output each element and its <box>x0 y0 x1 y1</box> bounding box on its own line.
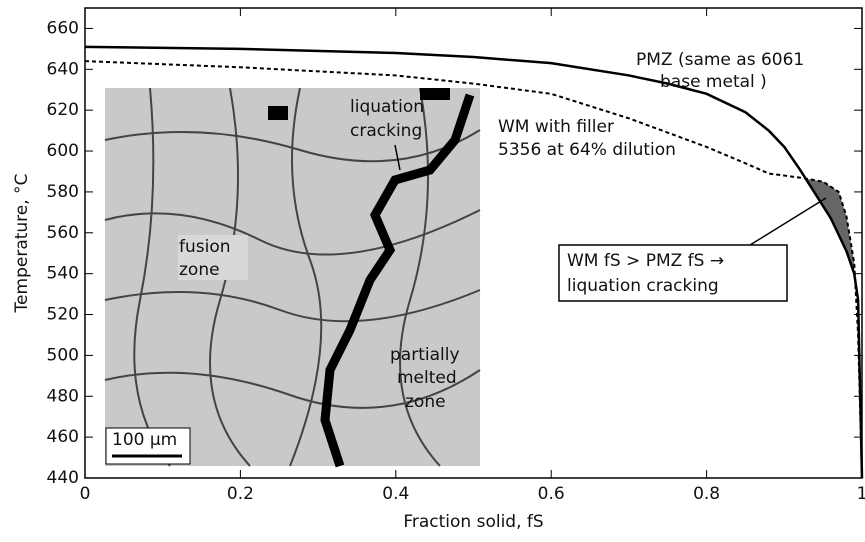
y-tick-label: 560 <box>47 223 79 243</box>
y-tick-label: 500 <box>47 345 79 365</box>
y-tick-label: 600 <box>47 141 79 161</box>
y-tick-label: 620 <box>47 100 79 120</box>
series-line <box>84 60 863 479</box>
y-tick-label: 460 <box>47 427 79 447</box>
annotation: 5356 at 64% dilution <box>498 140 676 160</box>
series-line <box>84 45 864 479</box>
y-tick-label: 480 <box>47 386 79 406</box>
x-axis-label: Fraction solid, fS <box>403 512 543 532</box>
annotation: fusion <box>179 237 231 257</box>
plot-frame <box>84 7 863 479</box>
annotation: liquation cracking <box>567 276 719 296</box>
y-tick-label: 520 <box>47 305 79 325</box>
y-axis-label: Temperature, °C <box>12 174 32 314</box>
x-tick-label: 0.8 <box>693 484 720 504</box>
x-tick-label: 0.2 <box>227 484 254 504</box>
y-tick-label: 640 <box>47 59 79 79</box>
annotation: WM with filler <box>498 117 614 137</box>
annotation-arrow <box>749 197 827 246</box>
x-tick-label: 1 <box>857 484 865 504</box>
annotation: liquation <box>350 97 424 117</box>
y-tick-label: 440 <box>47 468 79 488</box>
scale-box <box>105 427 191 465</box>
y-tick-label: 580 <box>47 182 79 202</box>
annotation: zone <box>405 392 446 412</box>
annotation-box <box>558 244 788 302</box>
y-tick-label: 540 <box>47 264 79 284</box>
annotation: PMZ (same as 6061 <box>636 50 804 70</box>
annotation: partially <box>390 345 460 365</box>
micrograph <box>104 87 481 468</box>
annotation: base metal ) <box>660 72 767 92</box>
annotation: WM fS > PMZ fS → <box>567 251 724 271</box>
annotation: melted <box>397 368 457 388</box>
annotation: cracking <box>350 121 422 141</box>
y-tick-label: 660 <box>47 18 79 38</box>
x-tick-label: 0.4 <box>382 484 409 504</box>
annotation: 100 µm <box>112 430 177 450</box>
x-tick-label: 0 <box>80 484 91 504</box>
annotation-arrow <box>394 144 401 171</box>
annotation: zone <box>179 260 220 280</box>
x-tick-label: 0.6 <box>538 484 565 504</box>
